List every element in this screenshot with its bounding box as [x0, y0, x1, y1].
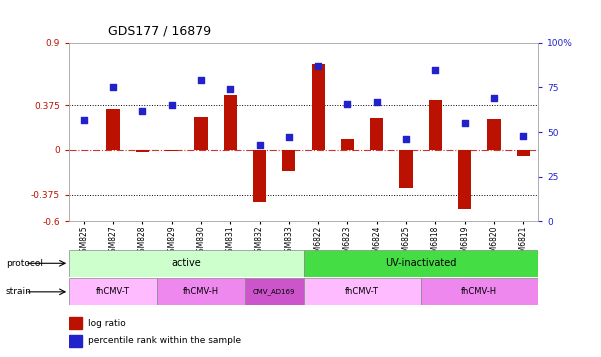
Bar [106, 110, 120, 150]
Point [460, 120, 469, 126]
Point [489, 95, 499, 101]
Text: log ratio: log ratio [88, 318, 126, 328]
Bar [194, 117, 207, 150]
Point [343, 101, 352, 106]
Bar [69, 335, 82, 347]
Bar [304, 278, 421, 305]
Point [79, 117, 88, 122]
Bar [253, 150, 266, 202]
Bar [69, 278, 157, 305]
Point [313, 63, 323, 69]
Bar [370, 118, 383, 150]
Point [225, 86, 235, 92]
Bar [304, 250, 538, 277]
Bar [136, 150, 149, 152]
Point [196, 77, 206, 83]
Point [401, 136, 411, 142]
Bar [245, 278, 304, 305]
Bar [421, 278, 538, 305]
Bar [69, 317, 82, 329]
Text: fhCMV-H: fhCMV-H [183, 287, 219, 296]
Text: fhCMV-H: fhCMV-H [461, 287, 498, 296]
Bar [400, 150, 413, 188]
Point [372, 99, 382, 105]
Text: fhCMV-T: fhCMV-T [96, 287, 130, 296]
Point [138, 108, 147, 114]
Point [284, 135, 294, 140]
Point [519, 133, 528, 139]
Text: fhCMV-T: fhCMV-T [345, 287, 379, 296]
Text: protocol: protocol [6, 259, 43, 268]
Bar [341, 139, 354, 150]
Bar [311, 64, 325, 150]
Bar [282, 150, 296, 171]
Bar [487, 119, 501, 150]
Bar [69, 250, 304, 277]
Point [108, 85, 118, 90]
Bar [458, 150, 471, 210]
Bar [517, 150, 530, 156]
Text: active: active [171, 258, 201, 268]
Text: UV-inactivated: UV-inactivated [385, 258, 456, 268]
Point [430, 67, 440, 72]
Point [167, 102, 177, 108]
Bar [429, 100, 442, 150]
Bar [157, 278, 245, 305]
Text: CMV_AD169: CMV_AD169 [253, 288, 296, 295]
Bar [224, 95, 237, 150]
Point [255, 142, 264, 147]
Bar [165, 150, 178, 151]
Text: GDS177 / 16879: GDS177 / 16879 [108, 25, 212, 38]
Text: strain: strain [6, 287, 32, 296]
Text: percentile rank within the sample: percentile rank within the sample [88, 336, 241, 346]
